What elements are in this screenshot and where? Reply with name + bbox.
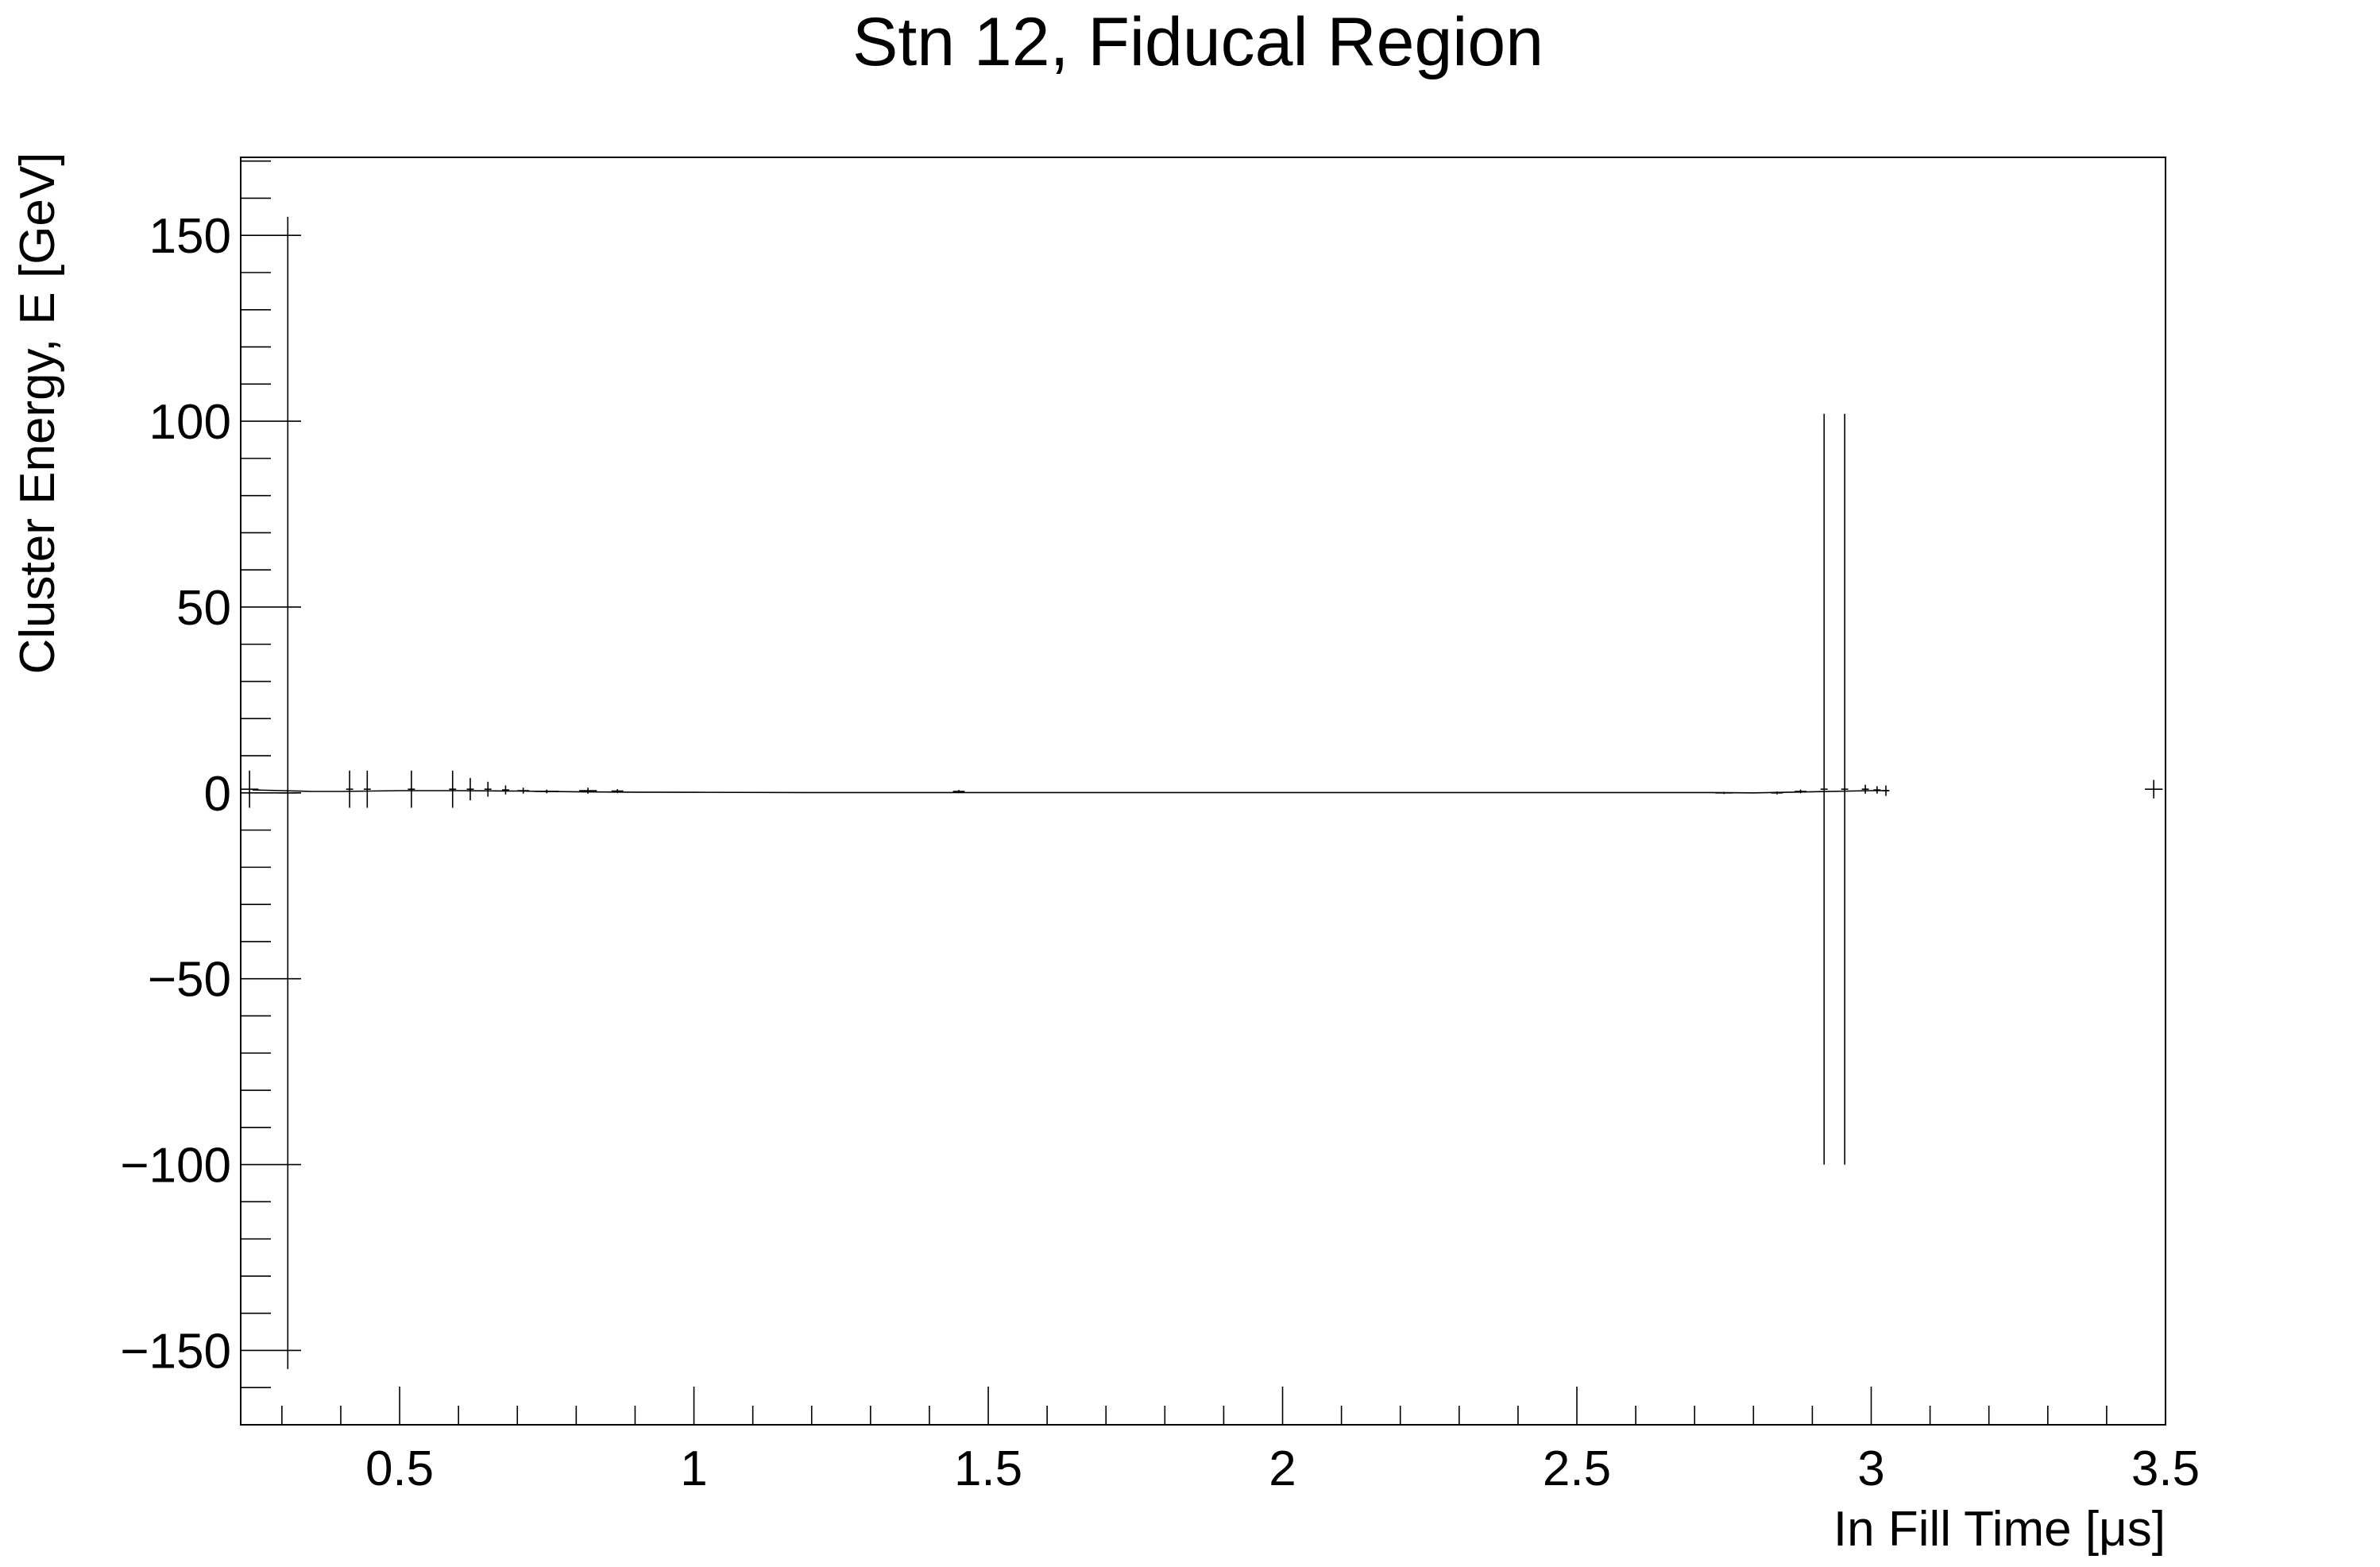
y-tick-label: −100: [120, 1139, 231, 1194]
y-axis-label: Cluster Energy, E [GeV]: [10, 153, 65, 675]
x-axis: 0.5 1 1.5 2 2.5 3 3.5: [365, 1387, 2200, 1496]
data-point: [1861, 784, 1869, 794]
data-point: [1841, 413, 1849, 1165]
y-tick-label: 50: [176, 581, 231, 636]
data-point: [501, 785, 509, 795]
y-tick-label: 150: [149, 209, 231, 264]
data-series: [241, 216, 2163, 1369]
y-tick-label: 0: [204, 767, 231, 822]
series-line: [252, 789, 1889, 794]
x-tick-label: 0.5: [365, 1441, 434, 1496]
y-axis: −150 −100 −50 0 50 100 150: [120, 209, 301, 1379]
plot-frame: [240, 157, 2166, 1426]
data-point: [346, 770, 354, 808]
data-point: [2145, 780, 2163, 799]
y-tick-label: 100: [149, 395, 231, 450]
chart-title: Stn 12, Fiducal Region: [852, 4, 1544, 80]
x-tick-label: 1.5: [954, 1441, 1022, 1496]
data-point: [363, 770, 371, 808]
x-tick-label: 2.5: [1543, 1441, 1611, 1496]
data-point: [484, 781, 492, 797]
y-tick-label: −150: [120, 1324, 231, 1379]
data-point: [1820, 413, 1828, 1165]
x-tick-label: 3.5: [2131, 1441, 2200, 1496]
x-tick-label: 2: [1269, 1441, 1296, 1496]
data-point: [579, 787, 597, 794]
x-tick-label: 3: [1857, 1441, 1884, 1496]
data-point: [408, 770, 415, 808]
x-tick-label: 1: [680, 1441, 707, 1496]
data-point: [1873, 786, 1881, 794]
data-point: [279, 216, 297, 1369]
x-axis-label: In Fill Time [μs]: [1833, 1502, 2166, 1557]
y-tick-label: −50: [148, 953, 231, 1008]
data-point: [449, 770, 457, 808]
x-minor-ticks: [281, 1406, 2108, 1425]
data-point: [241, 770, 259, 808]
y-minor-ticks: [241, 160, 271, 1389]
data-point: [466, 778, 474, 801]
